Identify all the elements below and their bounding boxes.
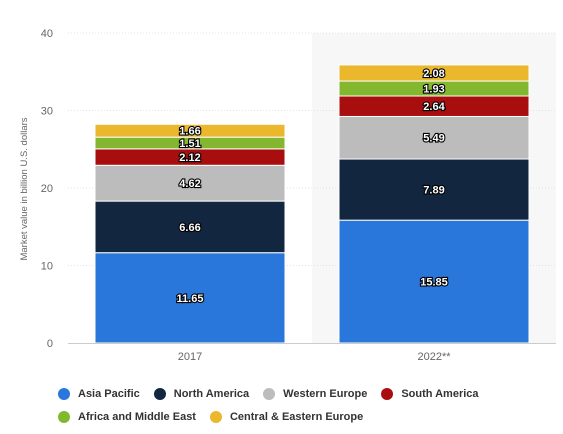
legend-item[interactable]: North America — [153, 387, 250, 401]
legend-label: North America — [173, 388, 250, 400]
legend-item[interactable]: Asia Pacific — [58, 387, 140, 401]
bar-segment[interactable] — [94, 123, 286, 138]
y-tick-label: 0 — [47, 338, 53, 350]
legend-label: South America — [401, 388, 479, 400]
data-label: 1.66 — [179, 126, 200, 138]
data-label: 2.08 — [423, 68, 444, 80]
y-tick-label: 40 — [41, 28, 53, 40]
data-label: 6.66 — [179, 222, 200, 234]
y-tick-label: 30 — [41, 106, 53, 118]
legend-swatch — [58, 411, 70, 423]
data-label: 2.64 — [423, 101, 445, 113]
legend-label: Western Europe — [283, 388, 368, 400]
y-tick-label: 10 — [41, 261, 53, 273]
legend-swatch — [381, 388, 394, 400]
x-tick-label: 2022** — [417, 351, 451, 363]
data-label: 1.93 — [423, 84, 444, 96]
legend-swatch — [58, 388, 70, 400]
legend-item[interactable]: Africa and Middle East — [58, 410, 196, 424]
legend-swatch — [209, 411, 222, 423]
legend-item[interactable]: Western Europe — [263, 387, 367, 401]
x-tick-label: 2017 — [178, 351, 202, 363]
data-label: 11.65 — [177, 293, 204, 305]
legend: Asia Pacific North America Western Europe S… — [58, 387, 548, 424]
legend-label: Central & Eastern Europe — [229, 411, 364, 423]
bar-segment[interactable] — [338, 158, 530, 221]
legend-swatch — [153, 388, 166, 400]
bar-segment[interactable] — [94, 252, 286, 344]
data-label: 2.12 — [179, 152, 200, 164]
legend-label: Asia Pacific — [78, 388, 140, 400]
bar-segment[interactable] — [338, 64, 530, 82]
legend-label: Africa and Middle East — [78, 411, 196, 423]
stacked-bar-chart: 11.65 6.66 4.62 2.12 1.511.66 15.85 7.89 5.49 2.… — [19, 28, 556, 363]
y-tick-label: 20 — [41, 183, 53, 195]
data-label: 15.85 — [420, 277, 448, 289]
y-axis-label: Market value in billion U.S. dollars — [19, 117, 30, 260]
legend-item[interactable]: South America — [381, 387, 479, 401]
legend-item[interactable]: Central & Eastern Europe — [209, 410, 364, 424]
data-label: 4.62 — [179, 178, 200, 190]
bar-segment[interactable] — [94, 164, 286, 202]
legend-swatch — [263, 388, 276, 400]
data-label: 1.51 — [179, 138, 200, 150]
data-label: 7.89 — [423, 185, 444, 197]
data-label: 5.49 — [423, 133, 444, 145]
